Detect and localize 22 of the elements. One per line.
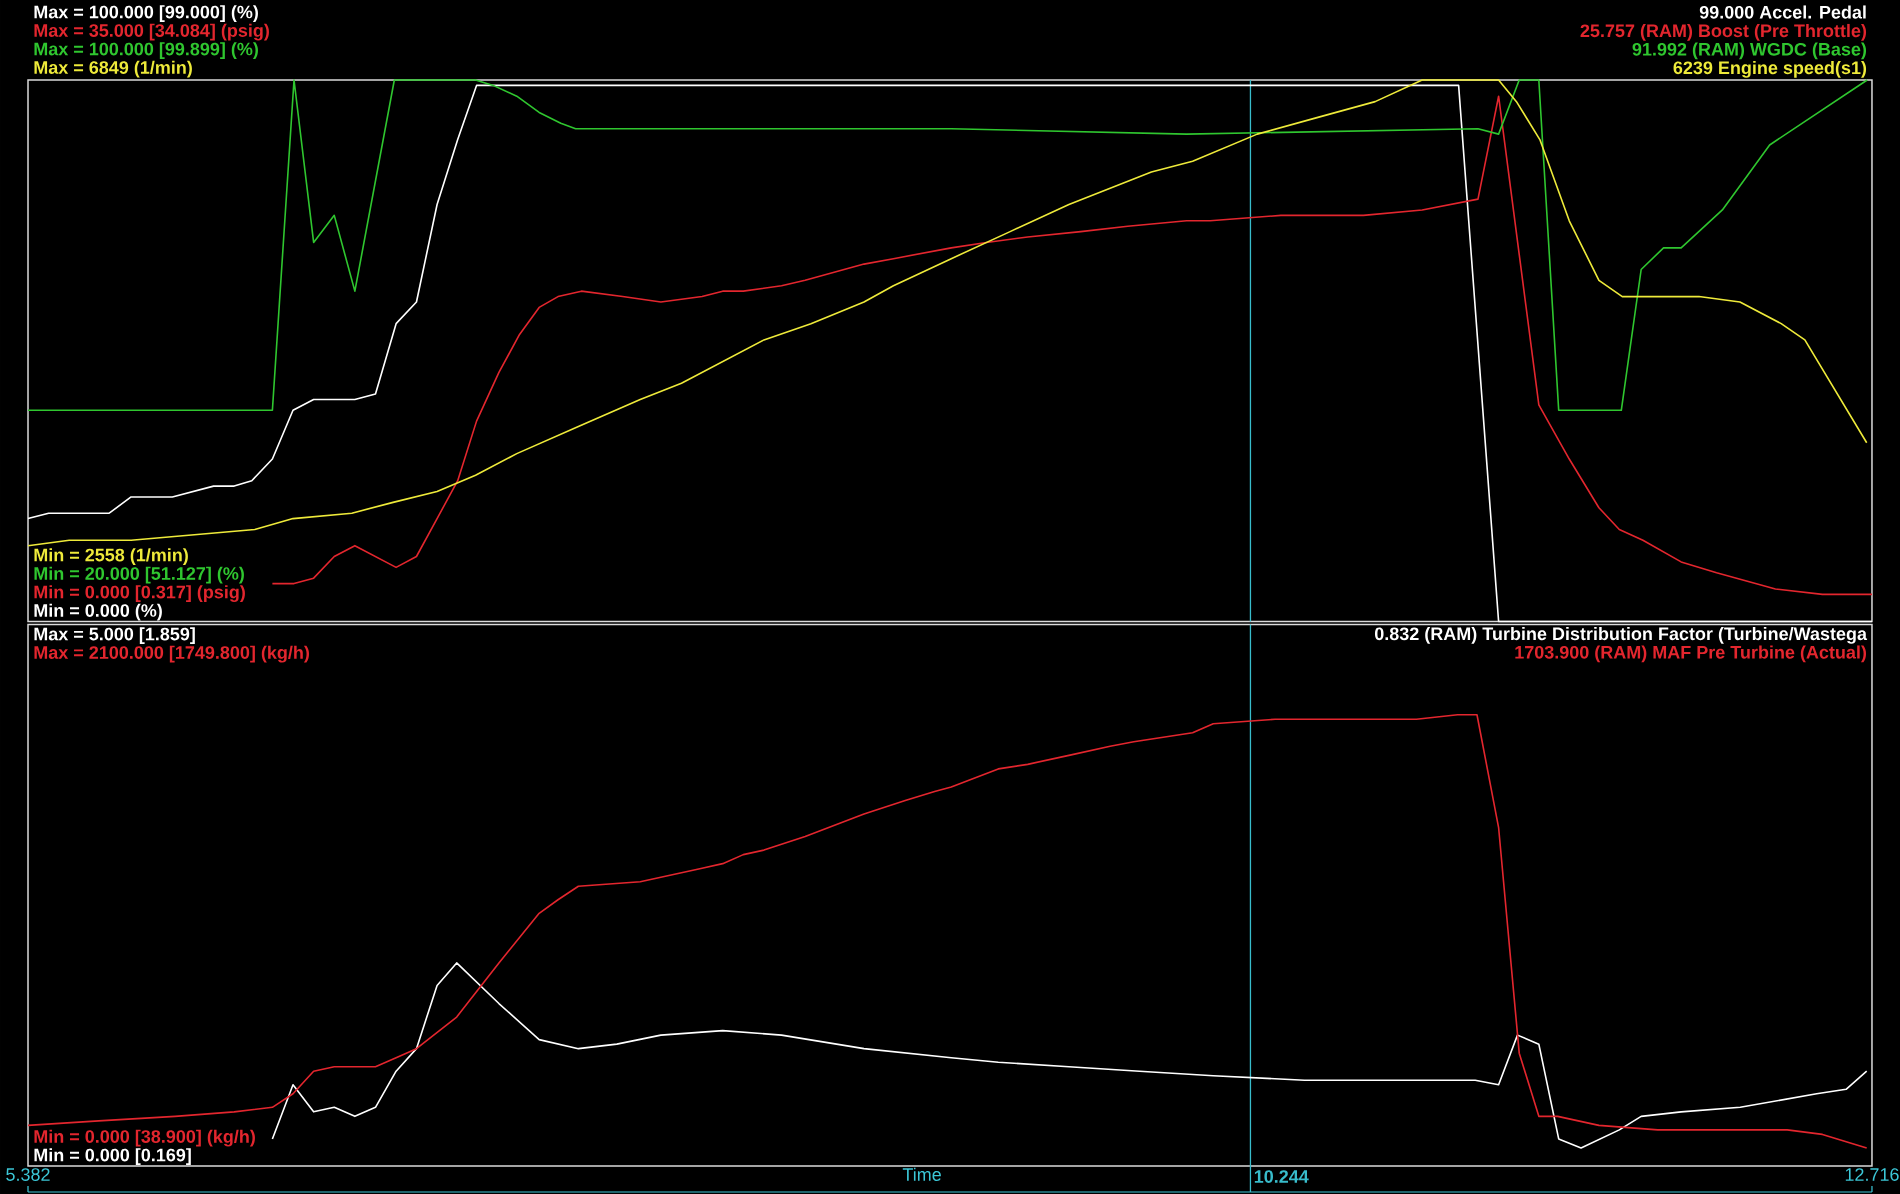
- text: 0.832 (RAM) Turbine Distribution Factor (Turbine/Wastega: [1374, 626, 1868, 644]
- text: 6239 Engine speed(s1): [1673, 60, 1867, 78]
- series-label: 91.992 (RAM) WGDC (Base): [1632, 42, 1867, 60]
- annotation: Min = 2558 (1/min): [34, 548, 188, 565]
- annotation: Min = 0.000 (%): [34, 603, 162, 621]
- annotation: Min = 0.000 [38.900] (kg/h): [34, 1129, 255, 1147]
- text: Max = 5.000 [1.859]: [34, 627, 195, 644]
- text: 25.757 (RAM) Boost (Pre Throttle): [1580, 23, 1867, 41]
- x-axis-title: Time: [902, 1167, 941, 1181]
- text: Max = 35.000 [34.084] (psig): [34, 23, 269, 41]
- annotation: Min = 0.000 [0.317] (psig): [34, 585, 245, 603]
- annotation: Min = 0.000 [0.169]: [34, 1148, 191, 1165]
- text: Max = 100.000 [99.000] (%): [34, 5, 258, 22]
- text: Max = 6849 (1/min): [34, 60, 192, 78]
- text: 1703.900 (RAM) MAF Pre Turbine (Actual): [1515, 645, 1867, 663]
- x-tick-label: 5.382: [6, 1168, 50, 1181]
- x-tick-label: 12.716: [1845, 1168, 1899, 1181]
- text: 99.000 Accel. Pedal: [1699, 5, 1866, 19]
- text: Max = 100.000 [99.899] (%): [34, 42, 258, 59]
- annotation: Min = 20.000 [51.127] (%): [34, 566, 244, 584]
- ref-line-label: 10.244: [1254, 1170, 1309, 1183]
- text: Max = 2100.000 [1749.800] (kg/h): [34, 645, 309, 663]
